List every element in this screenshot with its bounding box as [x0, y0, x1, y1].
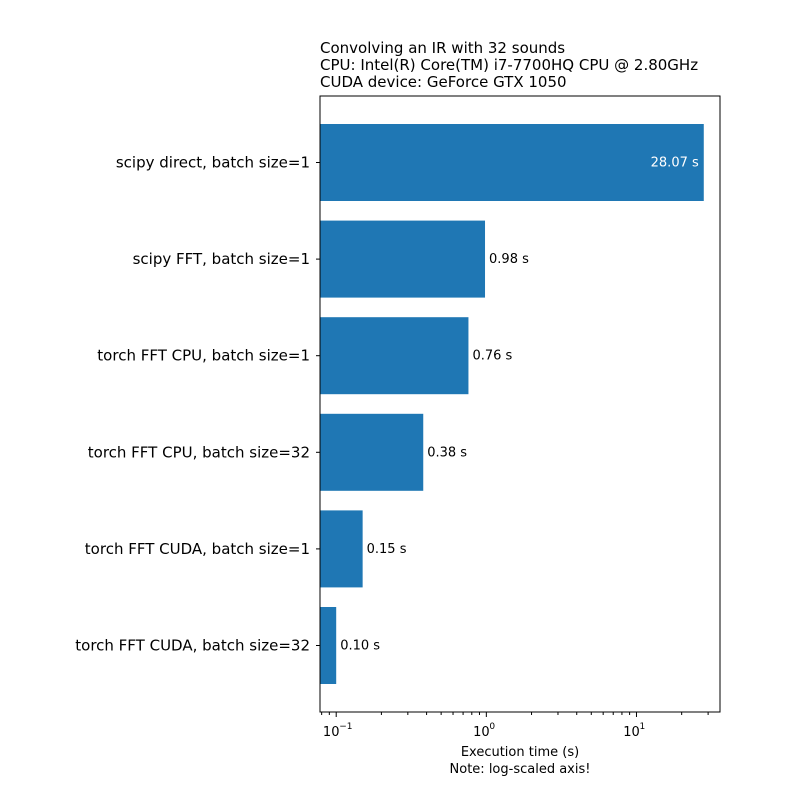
data-label: 0.98 s — [489, 252, 529, 267]
chart-title-line-2: CPU: Intel(R) Core(TM) i7-7700HQ CPU @ 2… — [320, 56, 698, 74]
x-tick-label: 10 — [623, 725, 640, 740]
data-label: 0.10 s — [340, 639, 380, 654]
x-axis-ticks: 10 −1 10 0 10 1 — [321, 712, 709, 740]
category-labels: scipy direct, batch size=1 scipy FFT, bat… — [75, 154, 320, 655]
data-label: 0.38 s — [427, 445, 467, 460]
x-tick-label: 10 — [323, 725, 340, 740]
bar — [320, 220, 486, 298]
data-label: 0.15 s — [367, 542, 407, 557]
data-label: 0.76 s — [472, 349, 512, 364]
category-label: torch FFT CUDA, batch size=32 — [75, 637, 310, 655]
chart-title-line-3: CUDA device: GeForce GTX 1050 — [320, 73, 567, 91]
category-label: torch FFT CPU, batch size=1 — [97, 347, 310, 365]
bar — [320, 413, 424, 491]
bar — [320, 607, 337, 684]
x-axis-label-line-1: Execution time (s) — [461, 745, 579, 760]
category-label: torch FFT CPU, batch size=32 — [88, 443, 310, 461]
x-tick-label: 10 — [473, 725, 490, 740]
bars — [320, 124, 704, 684]
plot-frame — [319, 95, 721, 713]
category-label: torch FFT CUDA, batch size=1 — [85, 540, 310, 558]
x-axis-label-line-2: Note: log-scaled axis! — [450, 762, 591, 777]
x-tick-label-exponent: 0 — [489, 722, 495, 732]
category-label: scipy direct, batch size=1 — [116, 154, 310, 172]
chart-title-line-1: Convolving an IR with 32 sounds — [320, 39, 565, 57]
bar — [320, 124, 704, 201]
x-tick-label-exponent: 1 — [639, 722, 645, 732]
x-tick-label-exponent: −1 — [339, 722, 352, 732]
bar — [320, 317, 469, 395]
data-label: 28.07 s — [651, 156, 699, 171]
chart-title: Convolving an IR with 32 sounds CPU: Int… — [320, 39, 698, 91]
category-label: scipy FFT, batch size=1 — [133, 250, 310, 268]
x-axis-label: Execution time (s) Note: log-scaled axis… — [450, 745, 591, 777]
bar — [320, 510, 363, 588]
data-labels: 28.07 s 0.98 s 0.76 s 0.38 s 0.15 s 0.10 s — [340, 156, 699, 654]
